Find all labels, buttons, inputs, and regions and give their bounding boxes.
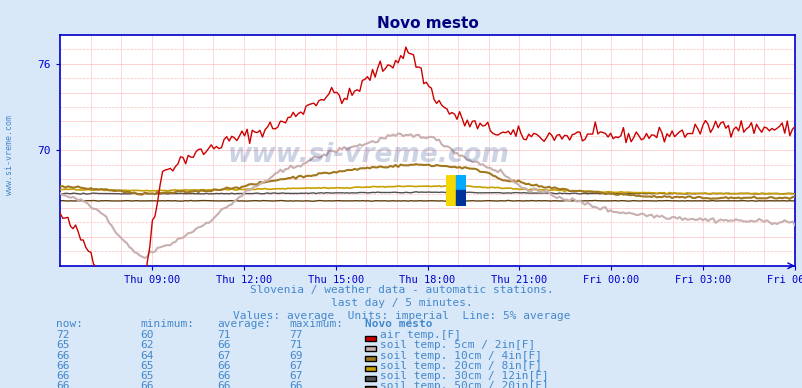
Text: 62: 62 bbox=[140, 340, 154, 350]
Text: soil temp. 50cm / 20in[F]: soil temp. 50cm / 20in[F] bbox=[379, 381, 548, 388]
Text: 65: 65 bbox=[140, 360, 154, 371]
Text: 67: 67 bbox=[217, 350, 230, 360]
Text: 66: 66 bbox=[217, 360, 230, 371]
Text: 66: 66 bbox=[217, 340, 230, 350]
Text: last day / 5 minutes.: last day / 5 minutes. bbox=[330, 298, 472, 308]
Text: now:: now: bbox=[56, 319, 83, 329]
Text: 65: 65 bbox=[140, 371, 154, 381]
Text: 77: 77 bbox=[289, 330, 302, 340]
Text: 66: 66 bbox=[217, 371, 230, 381]
Text: minimum:: minimum: bbox=[140, 319, 194, 329]
Text: 65: 65 bbox=[56, 340, 70, 350]
Text: 66: 66 bbox=[56, 360, 70, 371]
Text: 66: 66 bbox=[140, 381, 154, 388]
Text: 66: 66 bbox=[289, 381, 302, 388]
Text: average:: average: bbox=[217, 319, 270, 329]
Text: 66: 66 bbox=[56, 371, 70, 381]
Text: 66: 66 bbox=[56, 381, 70, 388]
Text: soil temp. 30cm / 12in[F]: soil temp. 30cm / 12in[F] bbox=[379, 371, 548, 381]
Text: maximum:: maximum: bbox=[289, 319, 342, 329]
Text: 71: 71 bbox=[217, 330, 230, 340]
Text: www.si-vreme.com: www.si-vreme.com bbox=[5, 115, 14, 195]
Text: Values: average  Units: imperial  Line: 5% average: Values: average Units: imperial Line: 5%… bbox=[233, 311, 569, 321]
Text: www.si-vreme.com: www.si-vreme.com bbox=[228, 142, 509, 168]
Text: 66: 66 bbox=[56, 350, 70, 360]
Text: soil temp. 5cm / 2in[F]: soil temp. 5cm / 2in[F] bbox=[379, 340, 534, 350]
Bar bbox=[456, 175, 465, 190]
Text: 72: 72 bbox=[56, 330, 70, 340]
Text: 60: 60 bbox=[140, 330, 154, 340]
Text: 67: 67 bbox=[289, 360, 302, 371]
Text: Novo mesto: Novo mesto bbox=[365, 319, 432, 329]
Text: soil temp. 10cm / 4in[F]: soil temp. 10cm / 4in[F] bbox=[379, 350, 541, 360]
Text: air temp.[F]: air temp.[F] bbox=[379, 330, 460, 340]
Text: 64: 64 bbox=[140, 350, 154, 360]
Bar bbox=[456, 190, 465, 206]
Text: 71: 71 bbox=[289, 340, 302, 350]
Text: 67: 67 bbox=[289, 371, 302, 381]
Text: Slovenia / weather data - automatic stations.: Slovenia / weather data - automatic stat… bbox=[249, 285, 553, 295]
Bar bbox=[445, 175, 456, 206]
Text: 69: 69 bbox=[289, 350, 302, 360]
Text: 66: 66 bbox=[217, 381, 230, 388]
Text: soil temp. 20cm / 8in[F]: soil temp. 20cm / 8in[F] bbox=[379, 360, 541, 371]
Title: Novo mesto: Novo mesto bbox=[376, 16, 478, 31]
